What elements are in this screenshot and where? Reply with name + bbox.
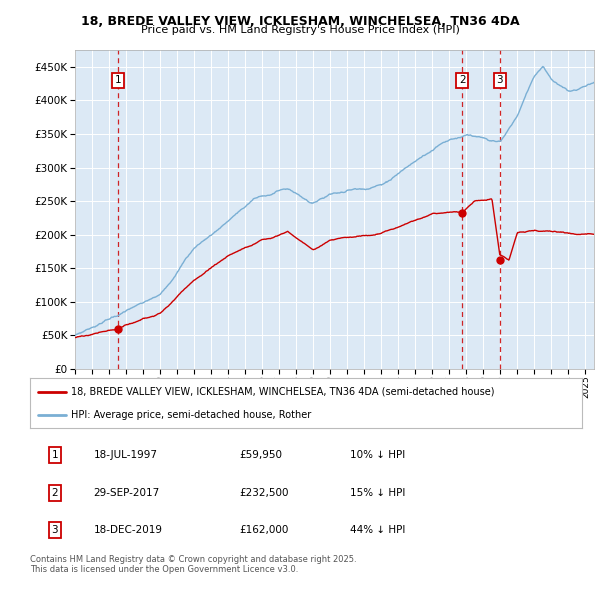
Text: 29-SEP-2017: 29-SEP-2017 xyxy=(94,488,160,497)
Text: 1: 1 xyxy=(115,76,122,86)
Text: 3: 3 xyxy=(496,76,503,86)
Text: 15% ↓ HPI: 15% ↓ HPI xyxy=(350,488,406,497)
Text: HPI: Average price, semi-detached house, Rother: HPI: Average price, semi-detached house,… xyxy=(71,410,311,420)
Text: Contains HM Land Registry data © Crown copyright and database right 2025.
This d: Contains HM Land Registry data © Crown c… xyxy=(30,555,356,574)
Text: £59,950: £59,950 xyxy=(240,450,283,460)
Text: 44% ↓ HPI: 44% ↓ HPI xyxy=(350,526,406,535)
Text: 10% ↓ HPI: 10% ↓ HPI xyxy=(350,450,406,460)
Text: Price paid vs. HM Land Registry's House Price Index (HPI): Price paid vs. HM Land Registry's House … xyxy=(140,25,460,35)
Text: 18-JUL-1997: 18-JUL-1997 xyxy=(94,450,157,460)
Text: 1: 1 xyxy=(52,450,58,460)
Text: 18-DEC-2019: 18-DEC-2019 xyxy=(94,526,163,535)
Text: 2: 2 xyxy=(52,488,58,497)
Text: £162,000: £162,000 xyxy=(240,526,289,535)
Text: 3: 3 xyxy=(52,526,58,535)
Text: 18, BREDE VALLEY VIEW, ICKLESHAM, WINCHELSEA, TN36 4DA: 18, BREDE VALLEY VIEW, ICKLESHAM, WINCHE… xyxy=(80,15,520,28)
Text: £232,500: £232,500 xyxy=(240,488,289,497)
Text: 18, BREDE VALLEY VIEW, ICKLESHAM, WINCHELSEA, TN36 4DA (semi-detached house): 18, BREDE VALLEY VIEW, ICKLESHAM, WINCHE… xyxy=(71,386,495,396)
Text: 2: 2 xyxy=(459,76,466,86)
